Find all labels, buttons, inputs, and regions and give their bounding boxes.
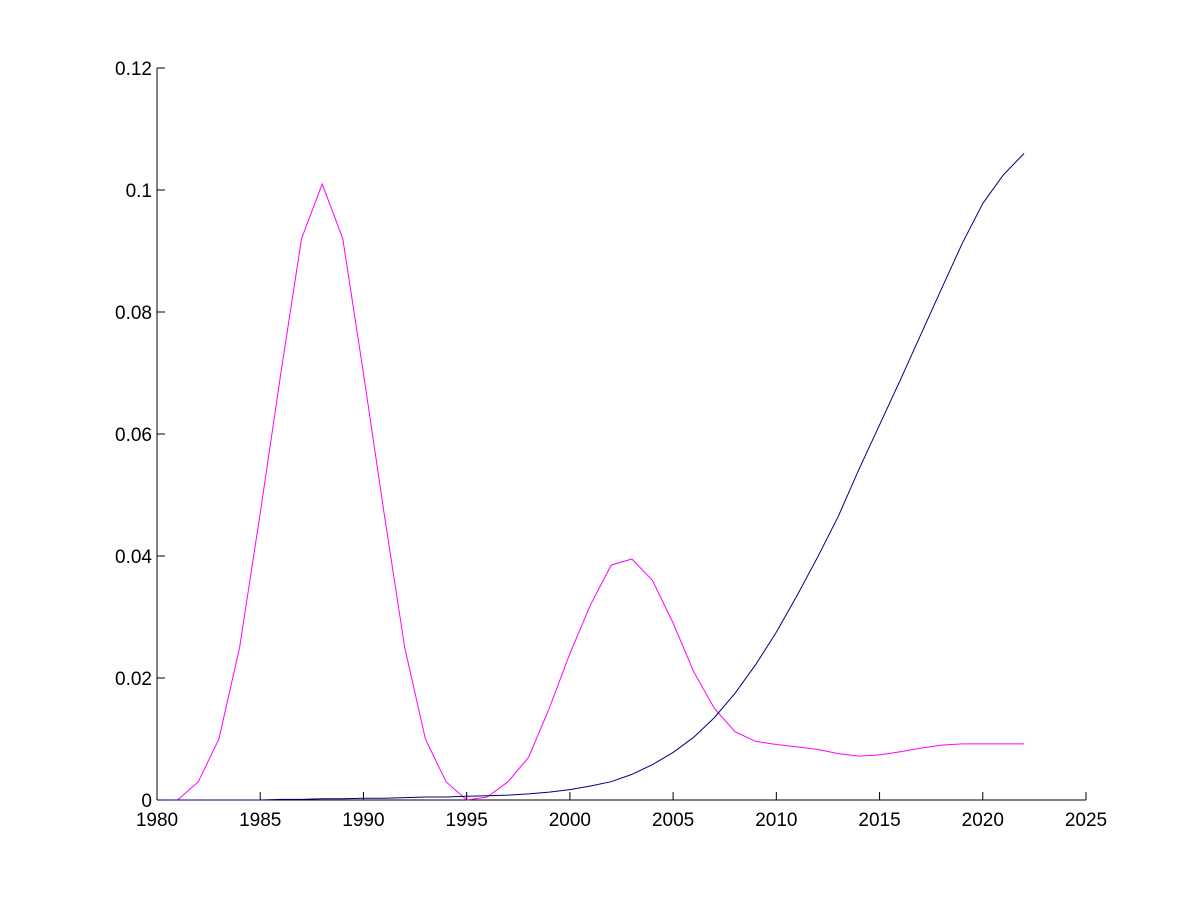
x-tick-label: 1990 xyxy=(342,810,384,831)
y-tick-label: 0.04 xyxy=(115,547,152,568)
x-tick-label: 2010 xyxy=(755,810,797,831)
y-axis-ticks: 0 0.02 0.04 0.06 0.08 0.1 0.12 xyxy=(115,59,165,812)
y-tick-label: 0.12 xyxy=(115,59,152,80)
x-tick-label: 2020 xyxy=(962,810,1004,831)
y-tick-label: 0.08 xyxy=(115,303,152,324)
x-tick-label: 1980 xyxy=(136,810,178,831)
axes xyxy=(156,68,1086,801)
x-axis-ticks: 1980 1985 1990 1995 2000 2005 2010 2015 2020 2025 xyxy=(136,792,1107,831)
x-tick-label: 2000 xyxy=(549,810,591,831)
series-lines xyxy=(157,153,1025,801)
y-tick-label: 0.02 xyxy=(115,669,152,690)
x-tick-label: 2025 xyxy=(1065,810,1107,831)
y-tick-label: 0 xyxy=(141,791,152,812)
y-tick-label: 0.06 xyxy=(115,425,152,446)
series-line-2 xyxy=(157,153,1025,801)
x-tick-label: 2015 xyxy=(858,810,900,831)
y-tick-label: 0.1 xyxy=(126,181,152,202)
x-tick-label: 1985 xyxy=(239,810,281,831)
series-line-1 xyxy=(157,182,1025,801)
x-tick-label: 2005 xyxy=(652,810,694,831)
x-tick-label: 1995 xyxy=(446,810,488,831)
